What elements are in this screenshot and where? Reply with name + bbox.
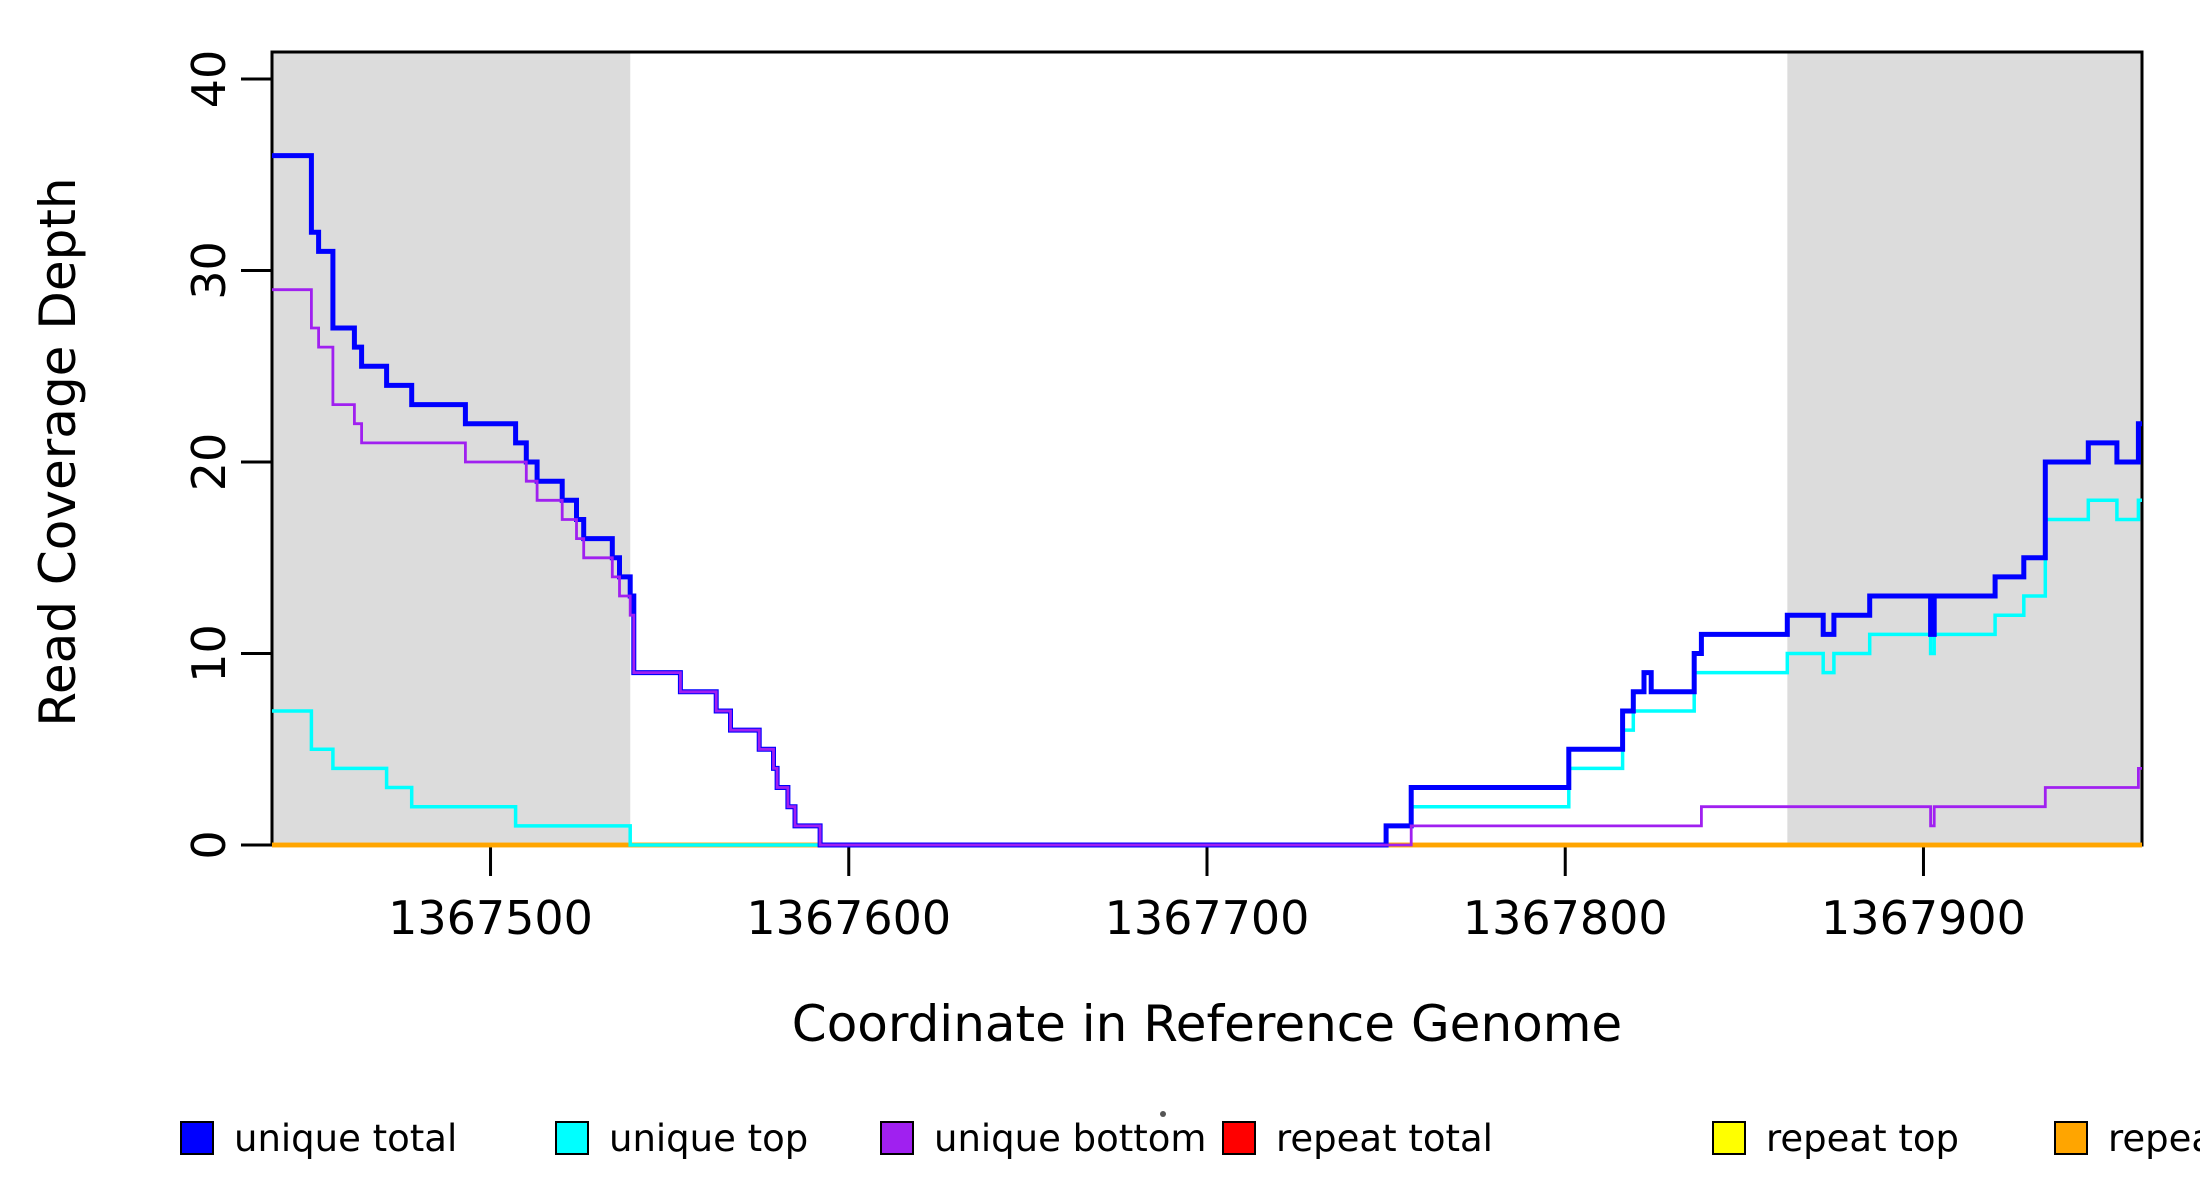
legend-label-repeat-top: repeat top [1766,1116,1959,1160]
y-tick-label: 10 [182,624,236,683]
legend-label-unique-top: unique top [609,1116,809,1160]
legend-swatch-repeat-total [1222,1121,1256,1155]
legend-label-unique-total: unique total [234,1116,458,1160]
y-tick-label: 20 [182,433,236,492]
x-axis-title: Coordinate in Reference Genome [791,995,1623,1053]
x-tick-label: 1367800 [1463,891,1668,945]
legend-swatch-unique-total [180,1121,214,1155]
legend-label-repeat-total: repeat total [1276,1116,1493,1160]
shaded-region-1 [1787,52,2142,845]
y-tick-label: 40 [182,50,236,109]
legend: unique total unique top unique bottom repea… [0,1108,2200,1178]
legend-swatch-repeat-top [1712,1121,1746,1155]
x-tick-label: 1367500 [388,891,593,945]
legend-item-unique-top: unique top [555,1108,808,1168]
legend-item-unique-bottom: unique bottom [880,1108,1206,1168]
series-unique-top [272,498,2142,847]
x-tick-label: 1367900 [1821,891,2026,945]
series-unique-bottom [272,288,2142,847]
x-tick-label: 1367700 [1105,891,1310,945]
legend-swatch-repeat-bottom [2054,1121,2088,1155]
shaded-region-0 [272,52,631,845]
y-tick-label: 0 [182,830,236,859]
legend-swatch-unique-top [555,1121,589,1155]
y-tick-label: 30 [182,241,236,300]
x-tick-label: 1367600 [746,891,951,945]
legend-item-repeat-bottom: repeat bottom [2054,1108,2200,1168]
legend-item-repeat-total: repeat total [1222,1108,1493,1168]
y-axis-title: Read Coverage Depth [29,177,87,727]
legend-item-unique-total: unique total [180,1108,457,1168]
legend-item-repeat-top: repeat top [1712,1108,1959,1168]
legend-swatch-unique-bottom [880,1121,914,1155]
legend-label-repeat-bottom: repeat bottom [2108,1116,2200,1160]
legend-label-unique-bottom: unique bottom [934,1116,1207,1160]
stray-dot [1160,1111,1166,1117]
